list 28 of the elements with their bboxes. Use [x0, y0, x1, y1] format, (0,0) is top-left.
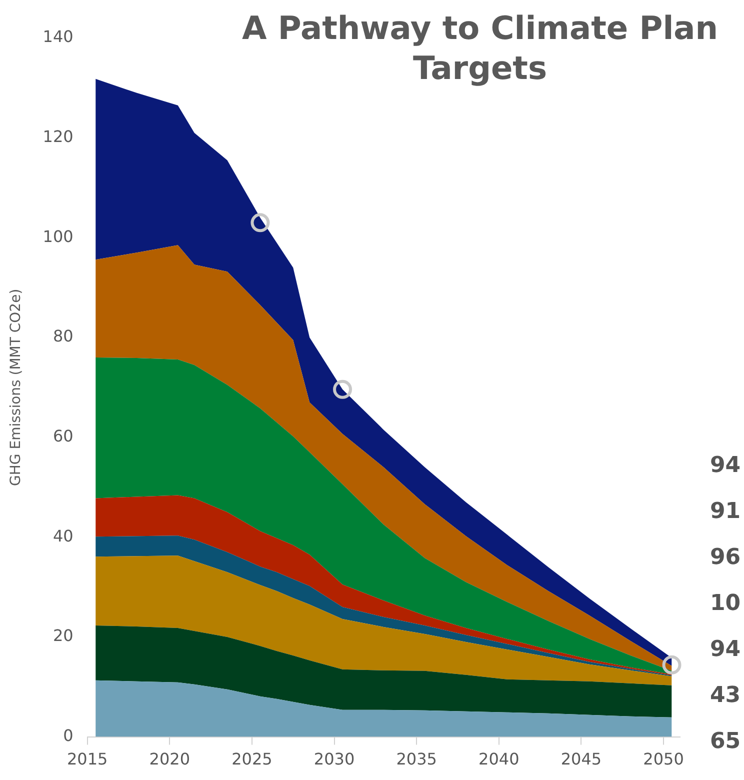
text: 96: [710, 544, 741, 572]
text: 91: [710, 498, 741, 526]
point: [333, 380, 352, 399]
x-tick-label: 2020: [149, 750, 190, 769]
y-axis-title: GHG Emissions (MMT CO2e): [8, 288, 24, 486]
x-tick-label: 2015: [66, 750, 108, 769]
y-tick-label: 20: [52, 626, 74, 646]
x-tick-label: 2050: [643, 750, 684, 769]
point: [250, 213, 270, 232]
y-tick-label: 120: [42, 126, 74, 146]
x-tick-label: 2035: [396, 750, 437, 769]
text: 43: [710, 682, 741, 710]
y-tick-label: 40: [52, 526, 74, 546]
y-tick-label: 0: [63, 726, 74, 745]
x-tick-label: 2040: [478, 750, 520, 769]
x-tick-label: 2030: [314, 750, 355, 769]
text: 94: [710, 452, 741, 480]
text: 65: [710, 728, 741, 756]
chart-title: A Pathway to Climate Plan Targets: [240, 8, 720, 88]
y-tick-label: 100: [42, 226, 74, 246]
text: 10: [710, 590, 741, 618]
point: [662, 655, 682, 674]
text: 94: [710, 636, 741, 664]
x-tick-label: 2025: [232, 750, 272, 769]
y-tick-label: 80: [52, 326, 74, 346]
x-tick-label: 2045: [560, 750, 602, 769]
y-tick-label: 60: [52, 426, 74, 446]
y-tick-label: 140: [42, 27, 74, 46]
